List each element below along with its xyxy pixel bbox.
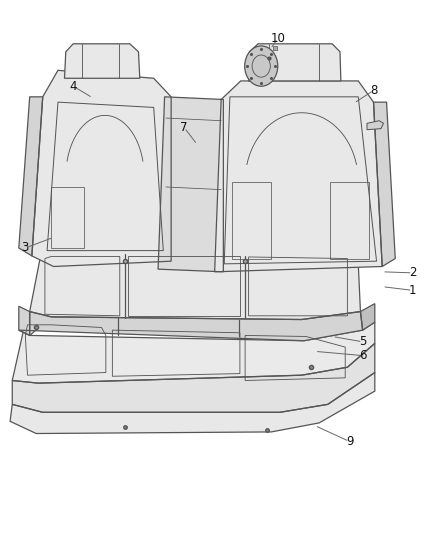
Text: 1: 1 — [409, 284, 417, 297]
Polygon shape — [19, 97, 43, 256]
Text: 3: 3 — [21, 241, 29, 254]
Polygon shape — [64, 44, 140, 78]
Text: 4: 4 — [70, 80, 77, 93]
Polygon shape — [158, 97, 223, 272]
Text: 7: 7 — [180, 121, 188, 134]
Circle shape — [245, 46, 278, 86]
Polygon shape — [249, 44, 341, 81]
Text: 5: 5 — [359, 335, 366, 348]
Polygon shape — [30, 253, 360, 319]
Polygon shape — [12, 343, 375, 413]
Text: 6: 6 — [359, 349, 366, 362]
Text: 9: 9 — [346, 435, 353, 448]
Polygon shape — [10, 373, 375, 433]
Polygon shape — [19, 312, 363, 341]
Polygon shape — [215, 81, 382, 272]
Polygon shape — [360, 304, 375, 330]
Text: 8: 8 — [370, 84, 377, 97]
Polygon shape — [19, 306, 30, 335]
Polygon shape — [32, 70, 171, 266]
Text: 10: 10 — [270, 32, 285, 45]
Polygon shape — [374, 102, 395, 266]
Polygon shape — [367, 120, 384, 130]
Polygon shape — [12, 317, 375, 383]
Text: 2: 2 — [409, 266, 417, 279]
